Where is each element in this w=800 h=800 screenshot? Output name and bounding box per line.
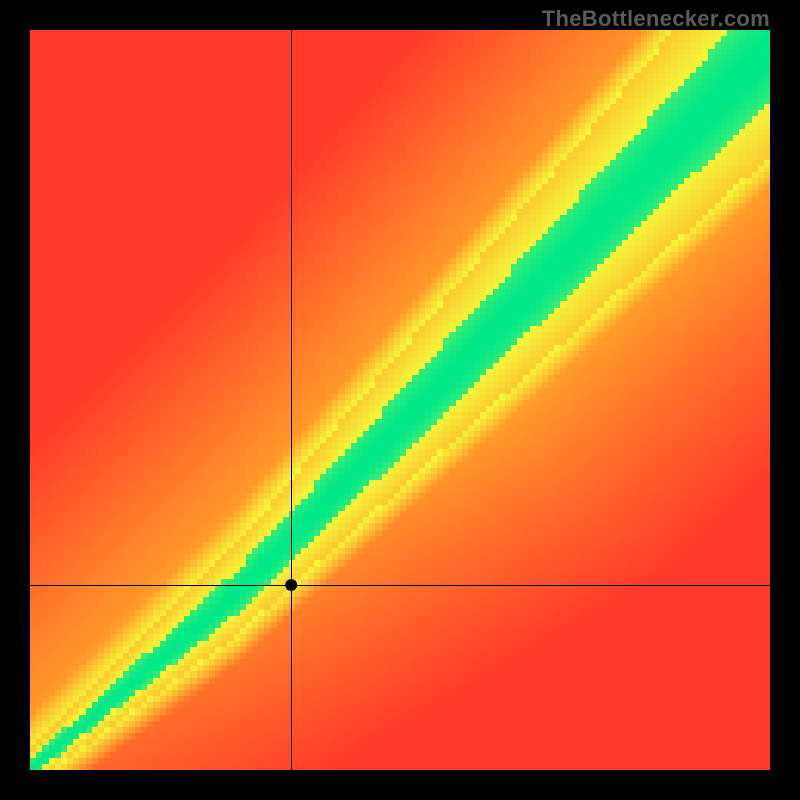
watermark-text: TheBottlenecker.com: [542, 6, 770, 32]
outer-frame: TheBottlenecker.com: [0, 0, 800, 800]
bottleneck-heatmap: [30, 30, 770, 770]
